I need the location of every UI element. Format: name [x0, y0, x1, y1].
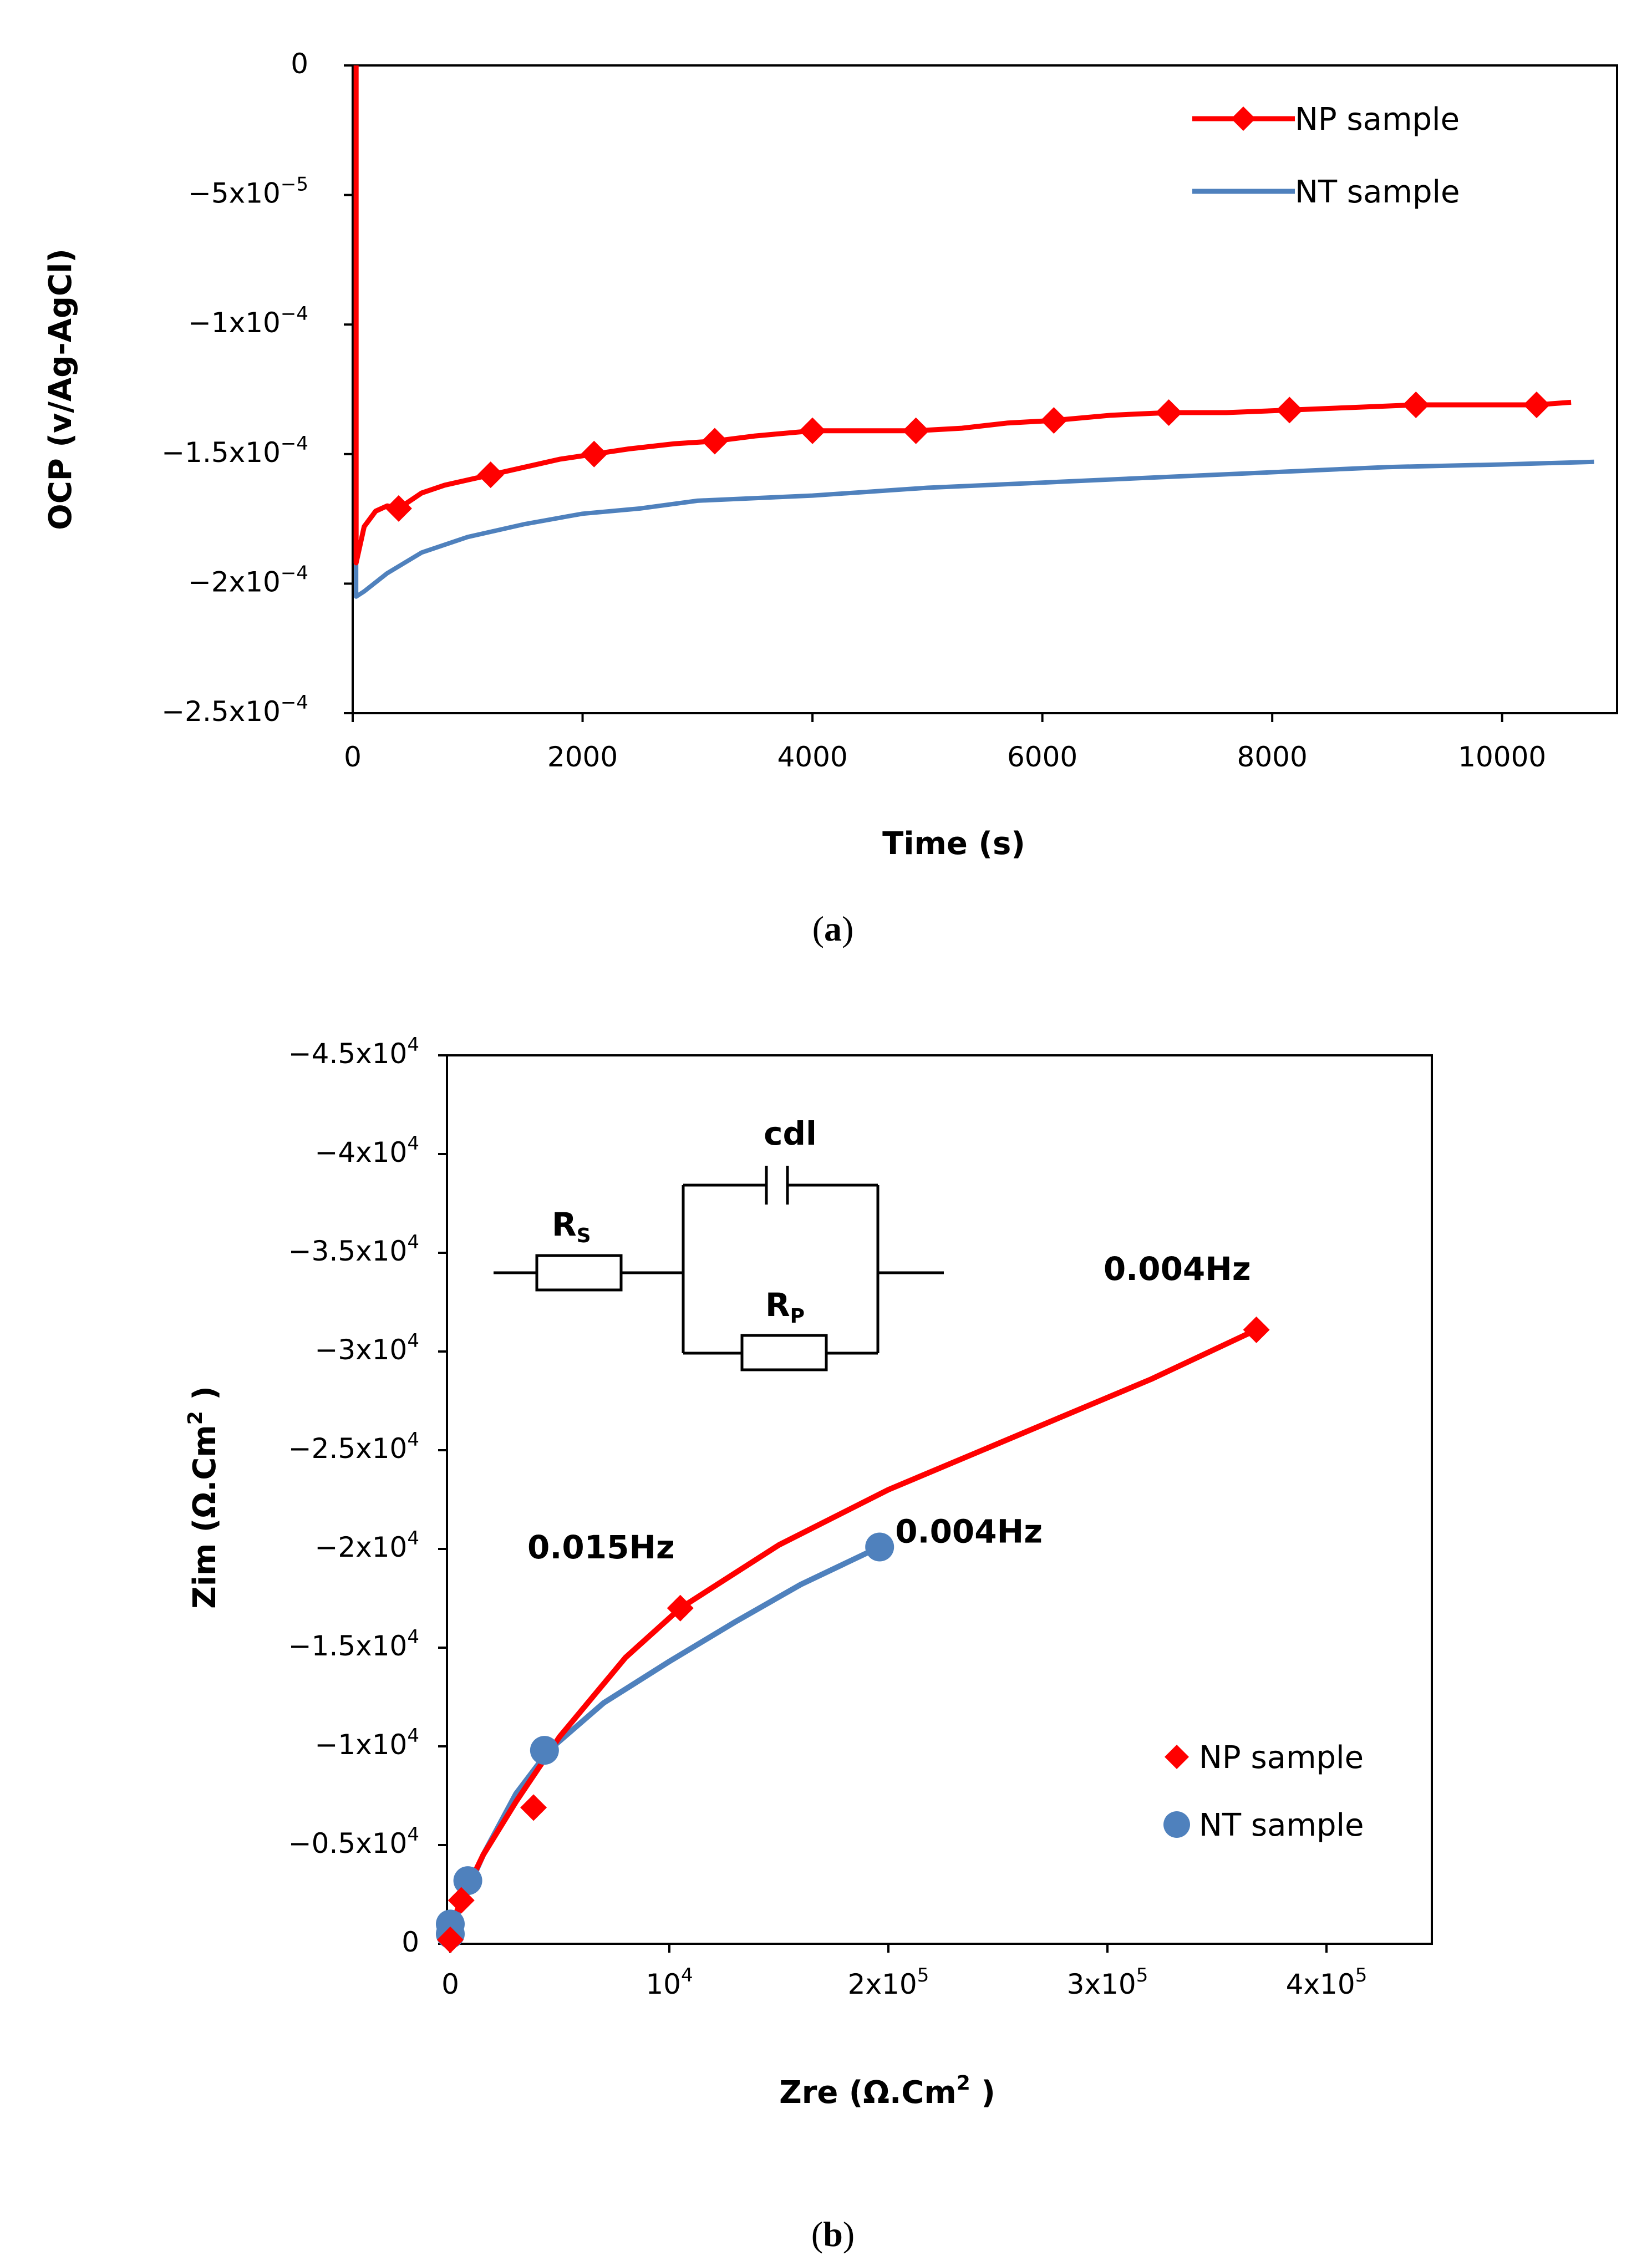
circuit-rp-label: RP [765, 1286, 805, 1328]
legend-b-nt-label: NT sample [1199, 1807, 1364, 1843]
panel-a-np-marker [701, 428, 728, 455]
panel-b-np-marker [437, 1926, 464, 1953]
panel-b-y-tick-label: −1.5x104 [288, 1626, 419, 1662]
panel-a-x-ticks: 0 2000 4000 6000 8000 10000 [344, 713, 1546, 773]
panel-b-nt-marker [530, 1736, 559, 1765]
panel-b-x-tick-label: 0 [441, 1968, 459, 2000]
legend-b-nt-circle-icon [1163, 1811, 1190, 1838]
panel-a-legend: NP sample NT sample [1192, 101, 1460, 210]
panel-b-y-tick-label: −1x104 [314, 1725, 419, 1761]
panel-b-x-tick-label: 104 [645, 1964, 693, 2000]
panel-a-np-marker [581, 440, 608, 468]
panel-b-y-tick-label: −2.5x104 [288, 1429, 419, 1465]
panel-b-y-tick-label: −3.5x104 [288, 1231, 419, 1267]
circuit-rs-resistor [535, 1254, 623, 1292]
legend-b-np-diamond-icon [1165, 1745, 1189, 1769]
panel-b-frequency-annotation: 0.004Hz [895, 1512, 1043, 1550]
panel-b-fit-lines [448, 1327, 1259, 1937]
panel-b-y-tick-label: −4.5x104 [288, 1034, 419, 1070]
panel-a-x-tick-label: 4000 [777, 741, 847, 773]
panel-b-y-tick-label: 0 [401, 1926, 419, 1958]
panel-b-np-marker [520, 1794, 547, 1821]
panel-a-x-tick-label: 2000 [547, 741, 618, 773]
circuit-rs-label: RS [552, 1206, 591, 1247]
panel-a-ocp-chart: 0 −5x10−5 −1x10−4 −1.5x10−4 −2x10−4 −2.5x10−4… [43, 48, 1618, 948]
panel-a-markers [385, 392, 1550, 522]
panel-a-y-tick-label: −5x10−5 [188, 174, 308, 210]
panel-b-caption: (b) [811, 2214, 855, 2254]
panel-b-y-ticks: 0 −0.5x104 −1x104 −1.5x104 −2x104 −2.5x104 −3x… [288, 1034, 447, 1958]
panel-b-y-tick-label: −0.5x104 [288, 1823, 419, 1859]
panel-a-np-marker [902, 417, 929, 444]
legend-np-label: NP sample [1295, 101, 1460, 138]
panel-a-y-tick-label: −1x10−4 [188, 303, 308, 339]
equivalent-circuit-diagram [494, 1166, 944, 1371]
panel-a-caption: (a) [812, 909, 854, 948]
panel-b-fit-np [448, 1327, 1259, 1931]
panel-a-plot-frame [352, 64, 1618, 714]
panel-a-np-marker [385, 495, 412, 522]
panel-b-frequency-annotation: 0.015Hz [527, 1528, 675, 1566]
panel-b-y-tick-label: −3x104 [314, 1330, 419, 1366]
panel-a-x-axis-title: Time (s) [882, 826, 1025, 862]
panel-a-x-tick-label: 8000 [1237, 741, 1308, 773]
panel-a-x-tick-label: 10000 [1458, 741, 1546, 773]
legend-np-diamond-icon [1231, 106, 1255, 131]
panel-a-np-marker [1155, 399, 1182, 426]
legend-b-np-label: NP sample [1199, 1740, 1364, 1776]
panel-a-y-tick-label: −2.5x10−4 [161, 692, 308, 728]
circuit-rp-resistor [740, 1334, 828, 1371]
legend-nt-label: NT sample [1295, 174, 1460, 210]
panel-a-np-marker [477, 461, 504, 489]
panel-a-x-tick-label: 6000 [1007, 741, 1077, 773]
panel-b-x-axis-title: Zre (Ω.Cm2 ) [779, 2072, 995, 2111]
panel-b-nt-marker [865, 1532, 894, 1562]
panel-b-nt-marker [436, 1909, 465, 1939]
panel-a-y-tick-label: −1.5x10−4 [161, 433, 308, 469]
panel-a-np-marker [1402, 392, 1430, 419]
panel-a-x-tick-label: 0 [344, 741, 362, 773]
panel-b-y-tick-label: −4x104 [314, 1132, 419, 1168]
panel-a-np-marker [1276, 397, 1303, 424]
panel-b-nyquist-chart: 0 −0.5x104 −1x104 −1.5x104 −2x104 −2.5x104 −3x… [184, 1034, 1433, 2254]
panel-b-x-ticks: 0 104 2x105 3x105 4x105 [441, 1944, 1367, 2000]
circuit-cdl-label: cdl [764, 1115, 817, 1152]
panel-a-y-axis-title: OCP (v/Ag-AgCl) [43, 248, 79, 530]
panel-b-x-tick-label: 2x105 [848, 1964, 929, 2000]
panel-b-annotations: 0.004Hz 0.015Hz 0.004Hz [527, 1250, 1251, 1566]
panel-b-plot-frame [446, 1054, 1433, 1945]
panel-a-np-marker [1523, 392, 1550, 419]
panel-a-np-marker [799, 417, 826, 444]
panel-a-y-tick-label: 0 [291, 48, 308, 80]
panel-b-legend: NP sample NT sample [1163, 1740, 1364, 1843]
panel-a-y-ticks: 0 −5x10−5 −1x10−4 −1.5x10−4 −2x10−4 −2.5x10−4 [161, 48, 353, 728]
panel-b-y-axis-title: Zim (Ω.Cm2 ) [184, 1386, 223, 1609]
panel-b-fit-nt [448, 1544, 883, 1937]
panel-b-np-marker [1243, 1316, 1270, 1343]
panel-b-x-tick-label: 3x105 [1067, 1964, 1148, 2000]
panel-b-x-tick-label: 4x105 [1286, 1964, 1368, 2000]
panel-b-markers [436, 1316, 1270, 1953]
panel-a-np-marker [1040, 407, 1068, 434]
panel-a-y-tick-label: −2x10−4 [188, 562, 308, 598]
panel-b-np-marker [448, 1887, 475, 1914]
panel-b-y-tick-label: −2x104 [314, 1527, 419, 1563]
panel-b-np-marker [667, 1594, 694, 1622]
panel-b-frequency-annotation: 0.004Hz [1104, 1250, 1251, 1288]
panel-a-series [353, 65, 1594, 599]
panel-a-line-nt [354, 65, 1594, 599]
